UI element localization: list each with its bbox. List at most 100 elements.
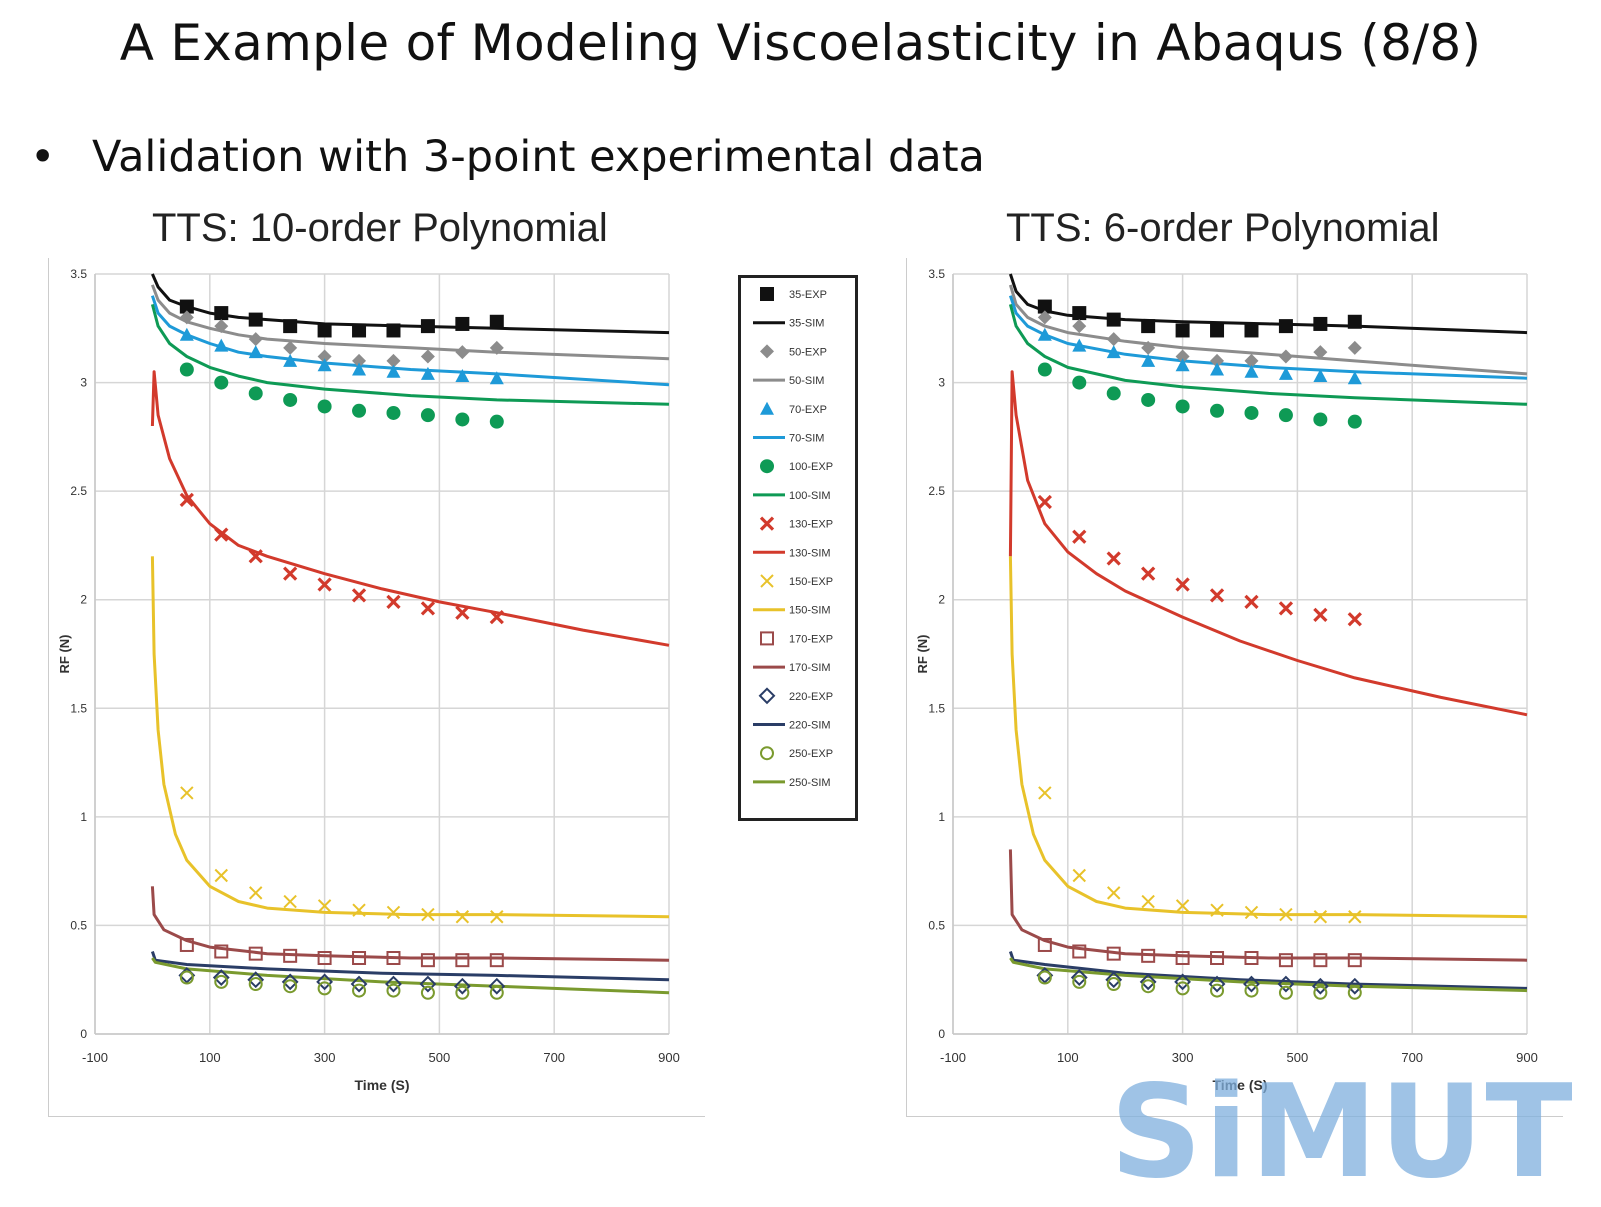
chart-right-point-150-exp: [1313, 910, 1328, 924]
chart-left-point-250-exp: [248, 977, 263, 992]
chart-left-point-170-exp: [420, 953, 435, 968]
legend-entry-150-exp: 150-EXP: [760, 574, 833, 588]
chart-left-point-130-exp: [386, 594, 401, 610]
chart-left-point-250-exp: [455, 985, 470, 1000]
legend-entry-100-exp: 100-EXP: [760, 459, 833, 474]
chart-left-point-250-exp: [317, 981, 332, 996]
chart-right-point-35-exp: [1141, 319, 1156, 334]
chart-right-point-170-exp: [1141, 948, 1156, 963]
chart-left-title: TTS: 10-order Polynomial: [152, 206, 608, 250]
chart-right-point-100-exp: [1141, 392, 1156, 407]
chart-right-title: TTS: 6-order Polynomial: [1006, 206, 1440, 250]
chart-right-point-170-exp: [1037, 937, 1052, 952]
chart-left-point-250-exp: [352, 983, 367, 998]
chart-left-point-50-exp: [283, 340, 298, 355]
legend-label: 50-EXP: [789, 346, 827, 358]
legend-entry-70-exp: 70-EXP: [760, 401, 827, 416]
chart-left-xtick-label: 100: [199, 1050, 221, 1065]
legend-entry-70-sim: 70-SIM: [753, 433, 824, 445]
chart-right-point-50-exp: [1347, 340, 1362, 355]
chart-left-point-35-exp: [248, 312, 263, 327]
chart-left-point-35-exp: [455, 316, 470, 331]
chart-left-point-35-exp: [352, 323, 367, 338]
legend-entry-50-sim: 50-SIM: [753, 375, 824, 387]
legend-marker-130-exp: [759, 516, 775, 531]
chart-right: -100 100 300 500 700 900 0 0.5 1 1.5 2 2.5 3 3.5 Time …: [915, 267, 1538, 1093]
chart-right-point-70-exp: [1244, 364, 1259, 378]
chart-left-ytick-label: 0.5: [70, 918, 87, 932]
chart-right-point-35-exp: [1244, 323, 1259, 338]
chart-right-point-100-exp: [1278, 408, 1293, 423]
chart-right-point-70-exp: [1210, 362, 1225, 376]
chart-left-point-250-exp: [214, 974, 229, 989]
legend-marker-35-exp: [760, 287, 774, 301]
chart-left-ytick-label: 1.5: [70, 701, 87, 715]
bullet-text: Validation with 3-point experimental dat…: [92, 132, 985, 182]
chart-right-xtick-label: 500: [1287, 1050, 1309, 1065]
chart-right-series-150-exp: [1038, 786, 1362, 924]
chart-left-point-170-exp: [317, 951, 332, 965]
chart-left-point-50-exp: [317, 349, 332, 364]
legend: 35-EXP 35-SIM 50-EXP 50-SIM 70-EXP 70-SIM 100-…: [738, 275, 858, 821]
chart-right-series-35-sim: [1008, 273, 1528, 335]
chart-right-point-250-exp: [1072, 974, 1087, 989]
chart-right-grid: [952, 273, 1528, 1035]
chart-left-point-250-exp: [283, 979, 298, 994]
chart-left-point-100-exp: [455, 412, 470, 427]
chart-right-point-170-exp: [1106, 946, 1121, 961]
legend-label: 220-EXP: [789, 691, 833, 703]
chart-left-series-100-sim: [150, 304, 670, 406]
bullet-item: • Validation with 3-point experimental da…: [30, 132, 985, 182]
legend-label: 70-EXP: [789, 404, 827, 416]
chart-right-point-70-exp: [1141, 353, 1156, 367]
legend-label: 250-SIM: [789, 777, 831, 789]
chart-right-series-70-sim: [1008, 295, 1528, 380]
chart-left-ytick-label: 0: [80, 1027, 87, 1041]
chart-left-point-250-exp: [489, 985, 504, 1000]
chart-left-point-50-exp: [248, 332, 263, 347]
chart-left-point-50-exp: [455, 345, 470, 360]
chart-left-point-170-exp: [214, 944, 229, 959]
chart-left-point-70-exp: [386, 364, 401, 378]
legend-label: 130-EXP: [789, 519, 833, 531]
chart-left-point-70-exp: [352, 362, 367, 376]
chart-left-point-220-exp: [281, 973, 299, 991]
chart-left-point-150-exp: [455, 910, 470, 924]
chart-right-point-35-exp: [1313, 316, 1328, 331]
chart-right-point-170-exp: [1210, 951, 1225, 965]
chart-left-point-220-exp: [350, 975, 368, 993]
chart-right-point-150-exp: [1141, 894, 1155, 909]
chart-right-series-130-exp: [1037, 494, 1362, 627]
chart-left-series-130-sim: [150, 370, 670, 647]
chart-right-point-50-exp: [1278, 349, 1293, 364]
chart-left-point-150-exp: [180, 786, 194, 800]
chart-left-point-100-exp: [386, 405, 401, 420]
chart-right-point-130-exp: [1244, 594, 1259, 610]
chart-right-point-35-exp: [1037, 299, 1052, 314]
chart-right-point-100-exp: [1037, 362, 1052, 377]
legend-entry-250-exp: 250-EXP: [760, 746, 833, 761]
chart-right-point-130-exp: [1175, 577, 1190, 592]
chart-left-point-220-exp: [488, 977, 506, 995]
chart-right-frame: -100 100 300 500 700 900 0 0.5 1 1.5 2 2.5 3 3.5 Time …: [906, 258, 1563, 1117]
chart-right-ytick-label: 2.5: [928, 484, 945, 498]
chart-left-point-220-exp: [212, 969, 230, 986]
chart-left-point-220-exp: [453, 977, 471, 995]
chart-right-point-100-exp: [1072, 375, 1087, 390]
chart-right-xtick-label: 300: [1172, 1050, 1194, 1065]
chart-left-ytick-label: 3: [80, 376, 87, 390]
chart-right-point-70-exp: [1278, 366, 1293, 380]
chart-left-xtick-label: -100: [82, 1050, 108, 1065]
legend-marker-170-exp: [760, 631, 774, 646]
chart-right-point-170-exp: [1313, 953, 1328, 968]
chart-left-point-35-exp: [386, 323, 401, 338]
chart-right-point-220-exp: [1105, 971, 1123, 989]
chart-left-point-250-exp: [420, 985, 435, 1000]
legend-marker-150-exp: [760, 574, 774, 588]
chart-right-point-220-exp: [1346, 977, 1364, 995]
chart-right-point-170-exp: [1072, 944, 1087, 959]
chart-right-point-150-exp: [1244, 905, 1259, 920]
chart-right-xlabel: Time (S): [1213, 1077, 1268, 1093]
chart-right-point-50-exp: [1072, 319, 1087, 334]
chart-left-point-130-exp: [455, 605, 470, 620]
